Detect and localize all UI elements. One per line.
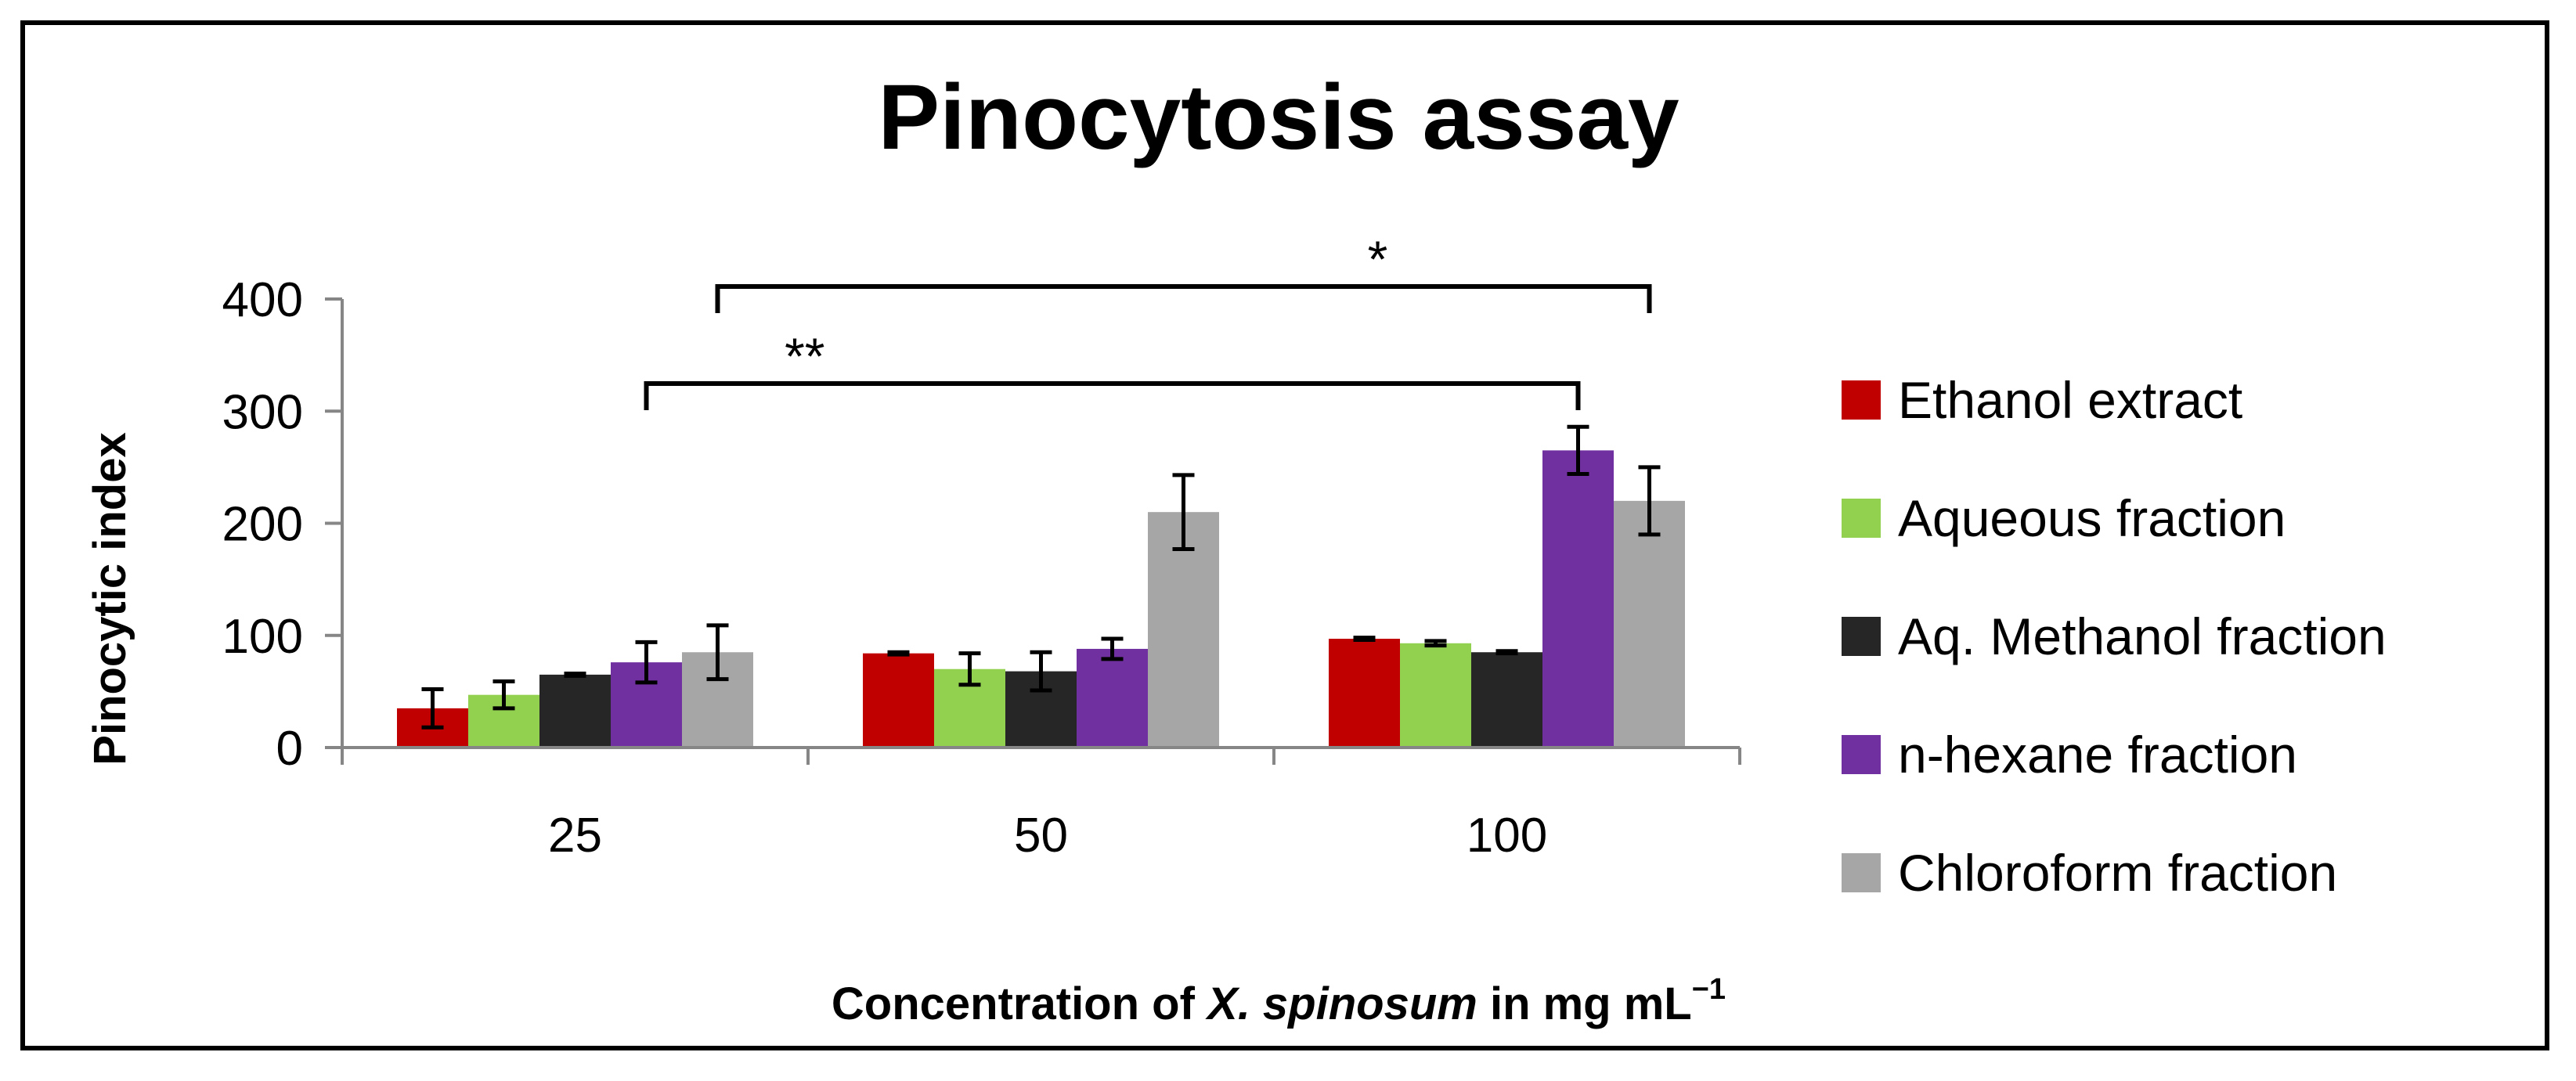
chart-title: Pinocytosis assay	[878, 66, 1679, 169]
y-axis-label: Pinocytic index	[85, 432, 135, 765]
error-bar	[1101, 636, 1124, 661]
error-bars-group	[421, 424, 1661, 730]
bracket-line	[715, 284, 1652, 313]
legend-item: Ethanol extract	[1842, 371, 2242, 429]
bar	[1148, 512, 1219, 748]
error-bar	[1424, 639, 1447, 648]
x-axis-label: Concentration of X. spinosum in mg mL−1	[832, 973, 1726, 1029]
legend-swatch	[1842, 617, 1881, 656]
error-bar	[1353, 636, 1376, 642]
legend: Ethanol extract Aqueous fraction Aq. Metha…	[1842, 371, 2387, 902]
legend-swatch	[1842, 735, 1881, 774]
error-bar	[635, 640, 658, 685]
significance-label: *	[1368, 230, 1388, 288]
significance-label: **	[785, 327, 824, 385]
legend-label: Ethanol extract	[1898, 371, 2242, 429]
significance-brackets: ***	[644, 230, 1652, 410]
bar	[1329, 639, 1400, 748]
bar	[1614, 500, 1685, 748]
legend-label: n-hexane fraction	[1898, 726, 2297, 784]
error-bar	[706, 623, 729, 682]
category-label: 50	[1014, 809, 1068, 863]
error-bar	[1495, 649, 1518, 656]
x-axis-label-superscript: −1	[1692, 973, 1726, 1006]
legend-swatch	[1842, 853, 1881, 892]
x-axis-label-species: X. spinosum	[1205, 978, 1477, 1029]
error-bar	[421, 687, 444, 730]
y-axis-ticks: 0 100 200 300 400	[222, 273, 342, 776]
x-axis-label-prefix: Concentration of	[832, 978, 1207, 1029]
significance-bracket: **	[644, 327, 1581, 410]
legend-label: Aqueous fraction	[1898, 489, 2286, 547]
error-bar	[1030, 650, 1052, 693]
x-axis-categories: 25 50 100	[548, 809, 1547, 863]
legend-item: Aqueous fraction	[1842, 489, 2286, 547]
category-label: 100	[1467, 809, 1547, 863]
legend-label: Aq. Methanol fraction	[1898, 607, 2387, 665]
legend-item: Chloroform fraction	[1842, 844, 2337, 902]
error-bar	[564, 671, 586, 678]
legend-label: Chloroform fraction	[1898, 844, 2337, 902]
bar	[1471, 652, 1542, 748]
y-tick-label: 200	[222, 498, 303, 552]
bar	[539, 674, 611, 748]
error-bar	[492, 679, 515, 711]
category-label: 25	[548, 809, 602, 863]
legend-swatch	[1842, 499, 1881, 538]
bar	[1400, 643, 1471, 748]
error-bar	[887, 650, 910, 657]
y-tick-label: 0	[276, 722, 303, 776]
error-bar	[958, 651, 981, 687]
error-bar	[1172, 473, 1195, 551]
legend-swatch	[1842, 380, 1881, 420]
y-tick-label: 400	[222, 273, 303, 327]
bar	[863, 653, 934, 748]
legend-item: n-hexane fraction	[1842, 726, 2297, 784]
error-bar	[1567, 424, 1589, 476]
x-axis-label-suffix: in mg mL	[1477, 978, 1692, 1029]
bracket-line	[644, 381, 1581, 410]
y-tick-label: 300	[222, 385, 303, 439]
y-tick-label: 100	[222, 610, 303, 664]
bar	[1077, 648, 1148, 748]
legend-item: Aq. Methanol fraction	[1842, 607, 2387, 665]
axes-group	[341, 299, 1741, 765]
chart-frame	[20, 20, 2549, 1050]
bar	[1542, 450, 1614, 748]
bars-group	[397, 450, 1685, 748]
error-bar	[1638, 465, 1661, 537]
significance-bracket: *	[715, 230, 1652, 313]
